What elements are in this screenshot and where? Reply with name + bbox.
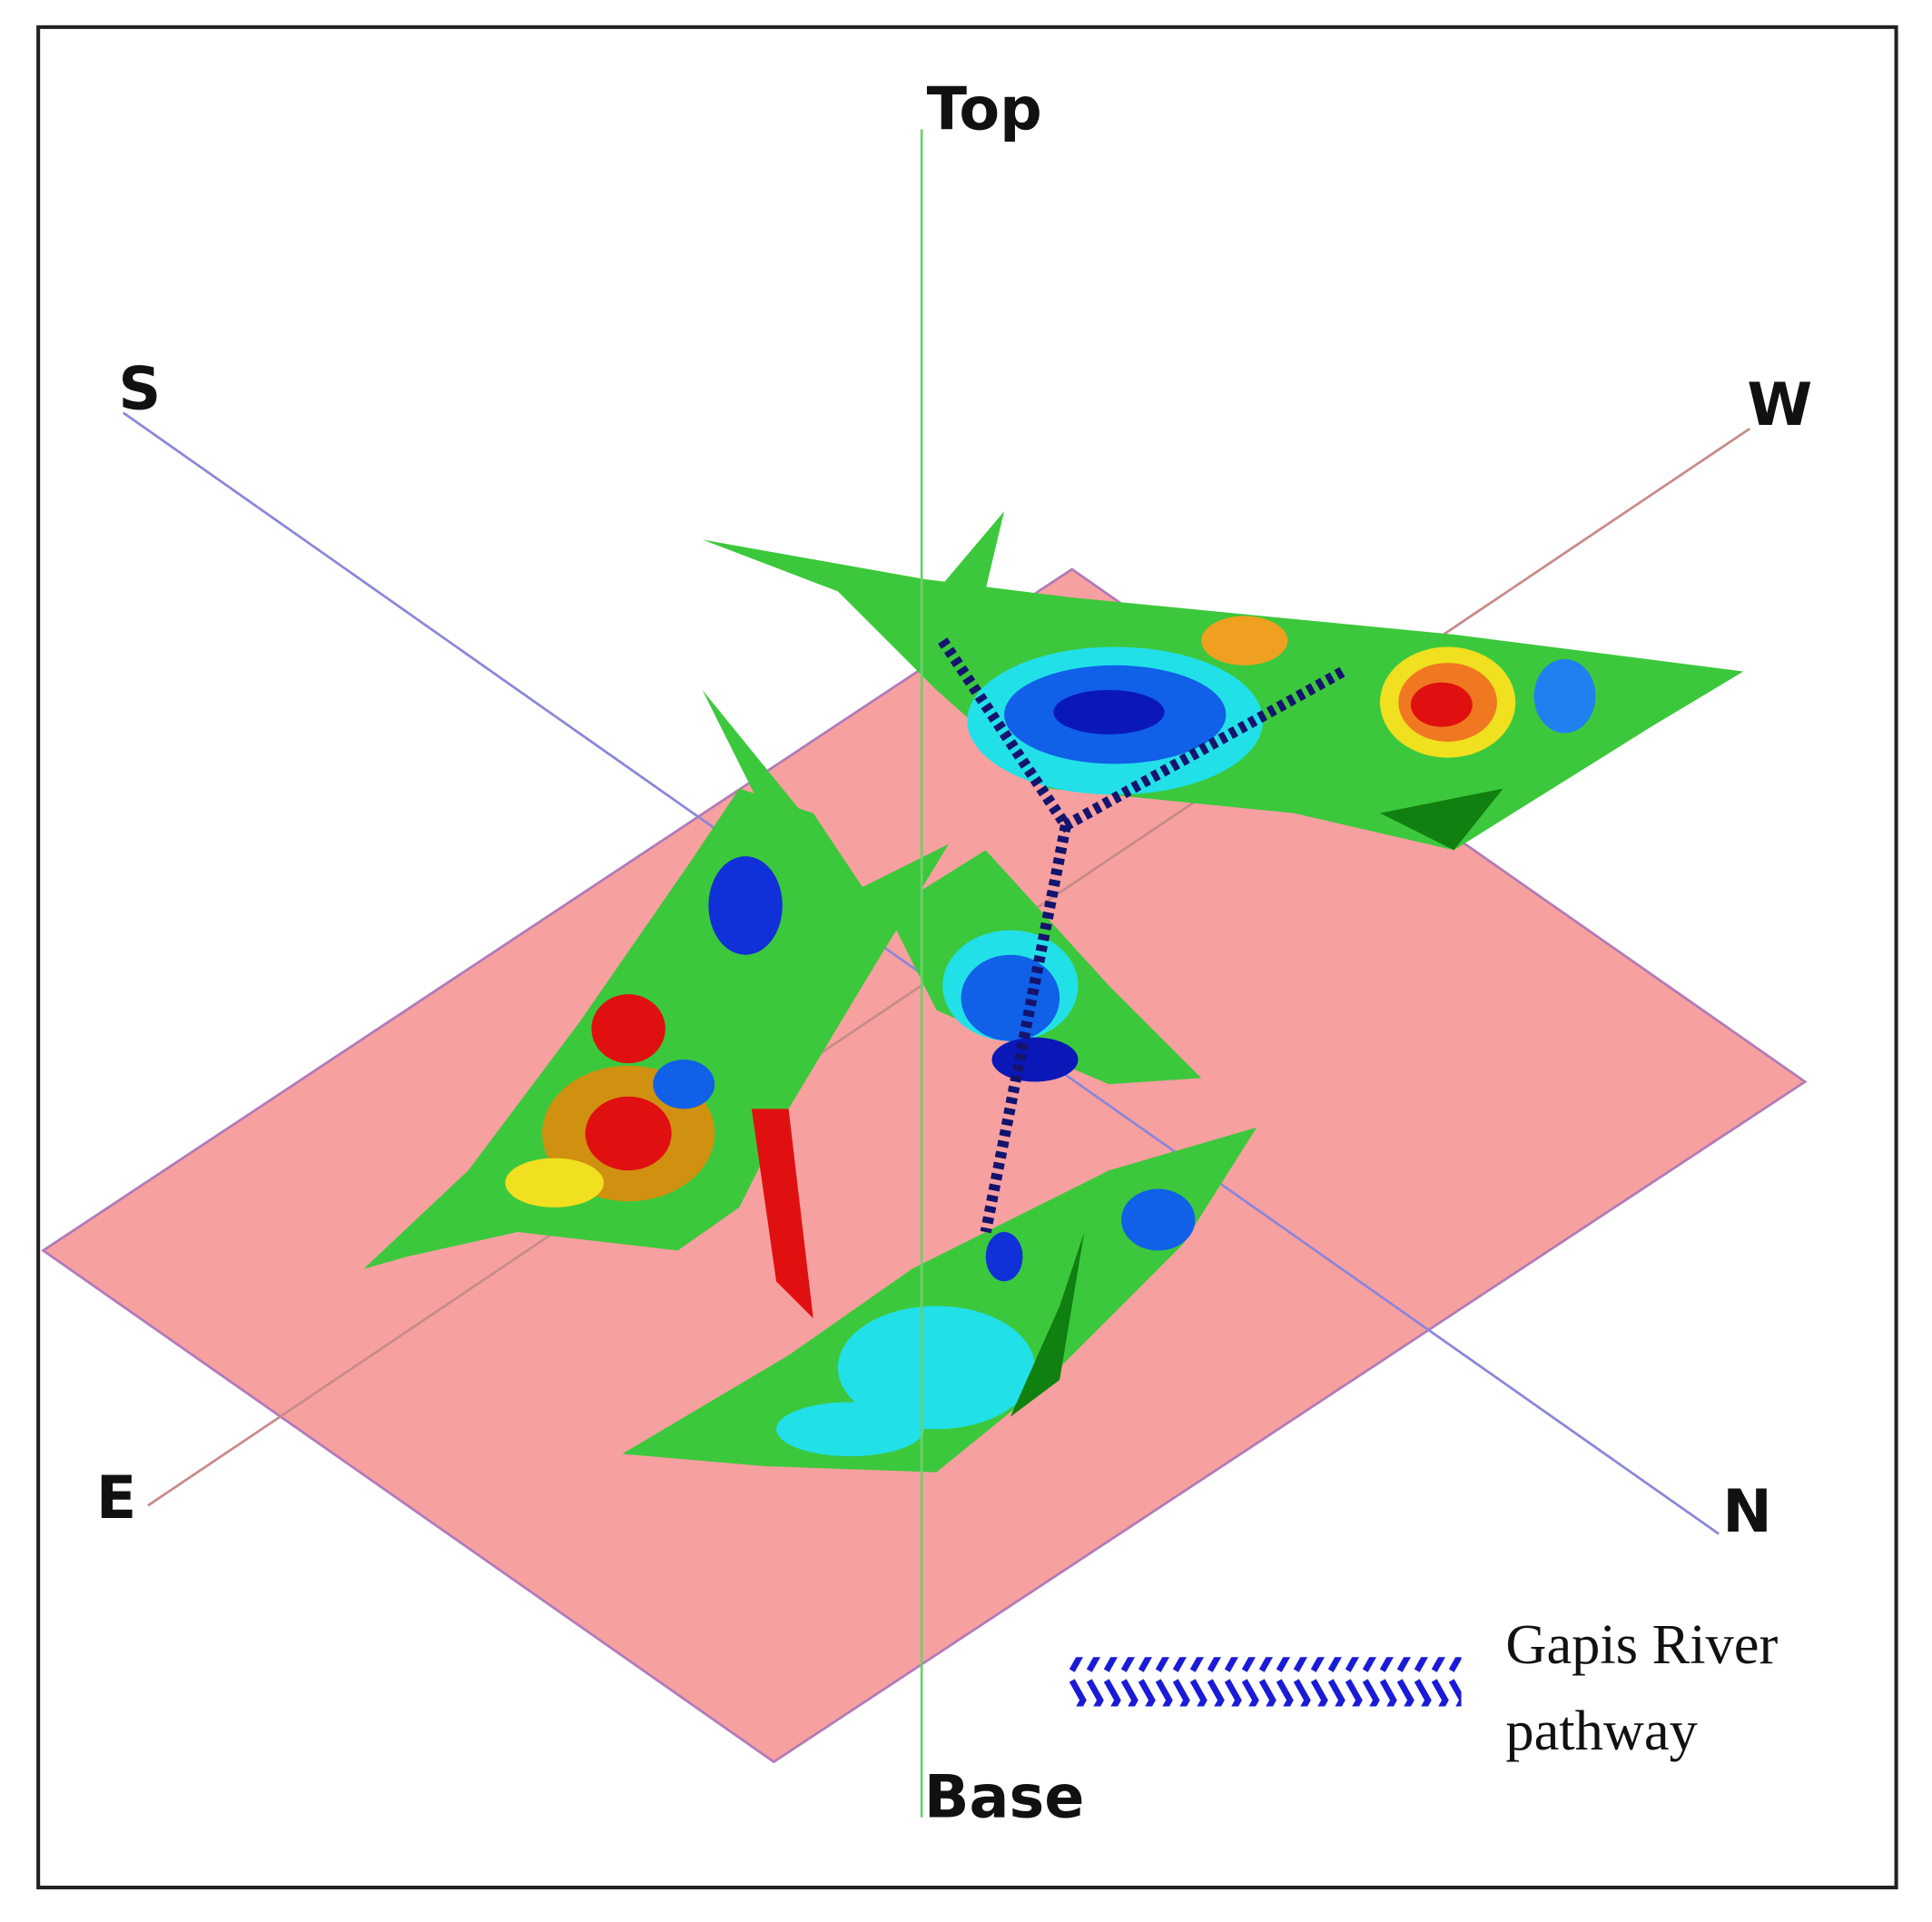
axis-label-north: N xyxy=(1722,1478,1772,1546)
surface-lower xyxy=(622,1127,1257,1473)
axis-label-top: Top xyxy=(927,75,1042,143)
axis-label-west: W xyxy=(1747,371,1812,439)
axis-label-south: S xyxy=(118,356,161,424)
base-plane xyxy=(41,567,1808,1764)
river-pathway xyxy=(938,637,1346,1234)
surface-upper xyxy=(702,511,1744,851)
legend-symbol xyxy=(1069,1657,1462,1707)
legend-label: pathway xyxy=(1505,1699,1697,1762)
legend-label: Gapis River xyxy=(1505,1612,1778,1676)
axis-label-base: Base xyxy=(924,1764,1085,1832)
surface-left xyxy=(363,689,950,1319)
axis-label-east: E xyxy=(96,1464,137,1533)
